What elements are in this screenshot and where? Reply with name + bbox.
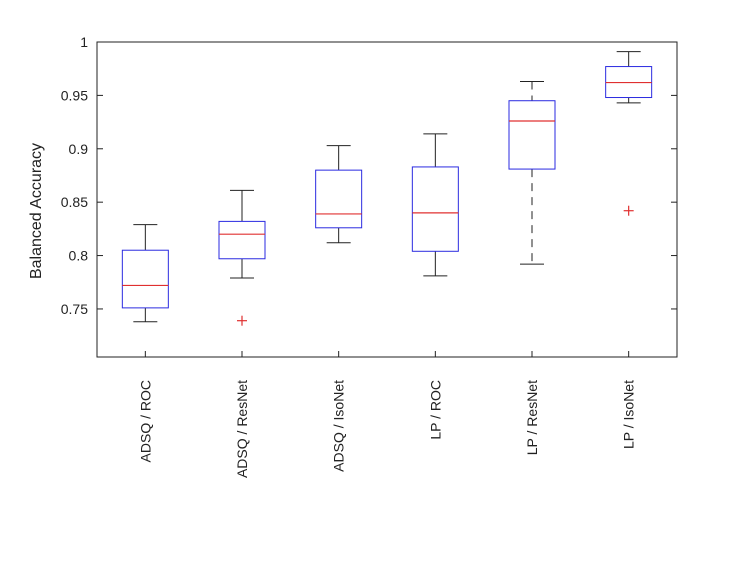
x-axis-labels: ADSQ / ROC ADSQ / ResNet ADSQ / IsoNet LP /… [137,380,636,478]
plot-frame [96,41,678,358]
category-label: ADSQ / ResNet [234,380,250,478]
y-axis-ticks: 0.75 0.8 0.85 0.9 0.95 1 [61,34,677,357]
box-iqr [121,249,169,309]
category-label: LP / ROC [427,380,443,440]
category-label: LP / ResNet [524,380,540,455]
y-tick-label: 0.75 [61,301,88,317]
box-iqr [411,166,459,252]
y-axis-label: Balanced Accuracy [28,143,45,279]
box-6 [605,51,653,216]
box-5 [508,81,556,265]
box-3 [315,145,363,244]
outlier-marker [623,205,634,216]
category-label: ADSQ / IsoNet [331,380,347,472]
outlier-marker [237,315,247,326]
boxes [121,51,653,326]
category-label: LP / IsoNet [621,380,637,449]
box-1 [121,224,169,323]
y-tick-label: 0.8 [69,248,89,264]
box-4 [411,133,459,277]
box-2 [218,189,266,326]
box-iqr [315,169,363,229]
y-tick-label: 1 [80,34,88,50]
y-tick-label: 0.85 [61,194,88,210]
y-tick-label: 0.95 [61,87,88,103]
y-tick-label: 0.9 [69,141,89,157]
box-iqr [508,100,556,170]
plot-area [97,42,677,357]
box-iqr [218,220,266,260]
category-label: ADSQ / ROC [137,380,153,462]
